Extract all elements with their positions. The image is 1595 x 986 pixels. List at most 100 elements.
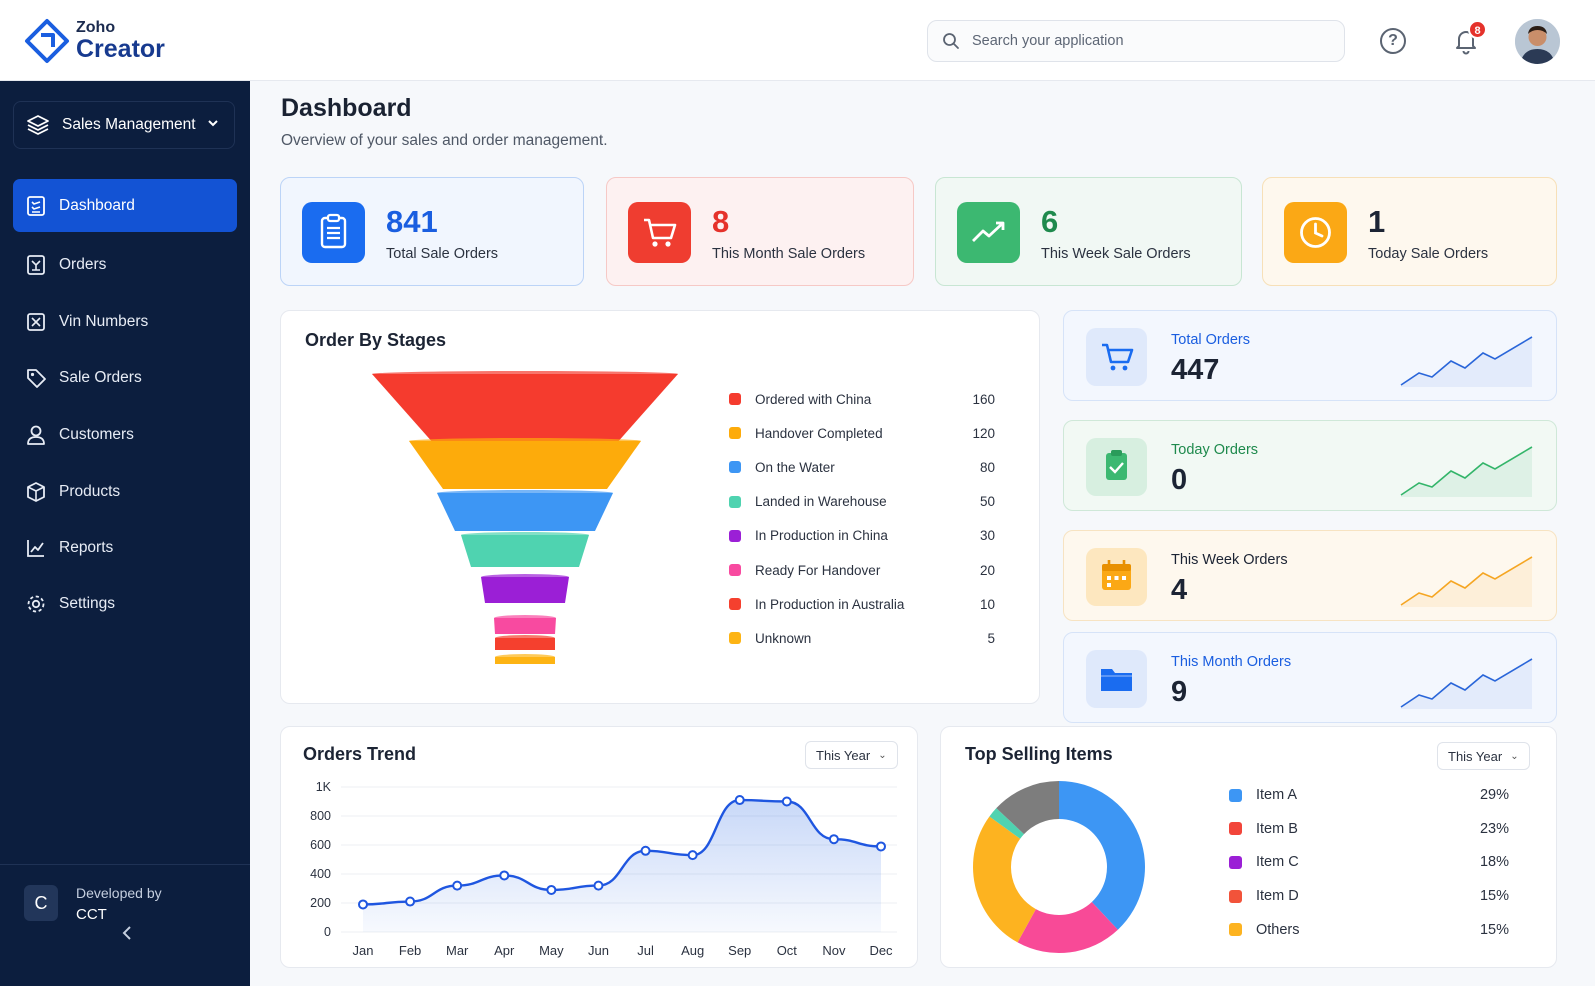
legend-item: Handover Completed 120 bbox=[729, 423, 995, 443]
trend-point[interactable] bbox=[687, 850, 698, 861]
funnel-stage[interactable] bbox=[494, 618, 556, 634]
legend-label: Item B bbox=[1256, 820, 1298, 837]
donut-slice[interactable] bbox=[989, 808, 1025, 839]
funnel-stage[interactable] bbox=[409, 441, 641, 489]
mini-card-today-orders[interactable]: Today Orders 0 bbox=[1063, 420, 1557, 511]
top-selling-period-dropdown[interactable]: This Year ⌄ bbox=[1437, 742, 1530, 770]
trend-up-icon bbox=[957, 202, 1020, 263]
sidebar-item-dashboard[interactable]: Dashboard bbox=[13, 179, 237, 232]
mini-card-label: Today Orders bbox=[1171, 442, 1259, 458]
funnel-stage-rim bbox=[495, 654, 555, 660]
y-tick-label: 400 bbox=[310, 867, 331, 881]
stat-card-today-sale-orders[interactable]: 1 Today Sale Orders bbox=[1262, 177, 1557, 286]
search-bar bbox=[927, 20, 1345, 62]
collapse-sidebar-button[interactable] bbox=[120, 924, 134, 948]
stat-card-this-week-sale-orders[interactable]: 6 This Week Sale Orders bbox=[935, 177, 1242, 286]
mini-card-label: Total Orders bbox=[1171, 332, 1250, 348]
clock-icon bbox=[1284, 202, 1347, 263]
trend-point[interactable] bbox=[499, 870, 510, 881]
developer-caption: Developed by bbox=[76, 885, 162, 901]
clipboard-check-icon bbox=[1086, 438, 1147, 496]
mini-card-this-week-orders[interactable]: This Week Orders 4 bbox=[1063, 530, 1557, 621]
sidebar: Sales Management Dashboard Orders Vin Nu… bbox=[0, 81, 250, 986]
donut-slice[interactable] bbox=[1059, 781, 1145, 930]
legend-swatch bbox=[1229, 788, 1242, 802]
x-tick-label: Dec bbox=[869, 943, 893, 958]
funnel-stage-rim bbox=[495, 635, 555, 641]
funnel-stage[interactable] bbox=[495, 638, 555, 650]
brand-logo[interactable]: Zoho Creator bbox=[24, 18, 165, 64]
legend-label: On the Water bbox=[755, 459, 835, 475]
order-by-stages-card: Order By Stages Ordered with China 160 Han… bbox=[280, 310, 1040, 704]
sidebar-item-products[interactable]: Products bbox=[13, 465, 237, 518]
tag-icon bbox=[27, 368, 46, 388]
page-subtitle: Overview of your sales and order managem… bbox=[281, 132, 608, 149]
mini-card-value: 9 bbox=[1171, 676, 1188, 708]
orders-trend-chart: 0 200 400 600 800 1K Jan Feb Mar Apr May Jun Jul Aug S… bbox=[310, 780, 897, 958]
legend-label: Item A bbox=[1256, 787, 1298, 803]
avatar[interactable] bbox=[1515, 19, 1560, 64]
reports-icon bbox=[27, 539, 44, 557]
funnel-stage[interactable] bbox=[481, 577, 569, 603]
legend-value: 160 bbox=[972, 391, 995, 407]
donut-slice[interactable] bbox=[1017, 901, 1118, 953]
stat-value: 841 bbox=[386, 204, 438, 239]
funnel-stage[interactable] bbox=[372, 374, 678, 444]
legend-swatch bbox=[1229, 923, 1242, 937]
legend-item: Ordered with China 160 bbox=[729, 389, 995, 409]
chevron-down-icon: ⌄ bbox=[878, 749, 887, 761]
trend-point[interactable] bbox=[593, 880, 604, 891]
help-icon[interactable]: ? bbox=[1380, 28, 1406, 54]
legend-label: In Production in Australia bbox=[755, 596, 905, 612]
trend-point[interactable] bbox=[734, 795, 745, 806]
stat-card-this-month-sale-orders[interactable]: 8 This Month Sale Orders bbox=[606, 177, 914, 286]
sidebar-item-orders[interactable]: Orders bbox=[13, 238, 237, 291]
mini-card-label: This Week Orders bbox=[1171, 552, 1288, 568]
trend-area bbox=[363, 800, 881, 932]
trend-point[interactable] bbox=[358, 899, 368, 910]
mini-card-value: 447 bbox=[1171, 354, 1220, 386]
cart-icon bbox=[1086, 328, 1147, 386]
trend-point[interactable] bbox=[405, 896, 416, 907]
x-tick-label: Jun bbox=[588, 943, 609, 958]
search-input[interactable] bbox=[972, 33, 1332, 49]
legend-swatch bbox=[729, 632, 741, 645]
developer-avatar: C bbox=[24, 885, 58, 921]
sidebar-item-settings[interactable]: Settings bbox=[13, 577, 237, 630]
legend-swatch bbox=[729, 495, 741, 508]
trend-point[interactable] bbox=[781, 796, 792, 807]
trend-point[interactable] bbox=[876, 841, 886, 852]
stat-label: Total Sale Orders bbox=[386, 246, 499, 262]
legend-value: 23% bbox=[1479, 820, 1509, 837]
sidebar-item-reports[interactable]: Reports bbox=[13, 521, 237, 574]
donut-slice[interactable] bbox=[996, 781, 1059, 835]
app-switcher[interactable]: Sales Management bbox=[13, 101, 235, 149]
x-tick-label: Mar bbox=[446, 943, 469, 958]
trend-point[interactable] bbox=[452, 880, 463, 891]
trend-point[interactable] bbox=[546, 884, 557, 895]
donut-slice[interactable] bbox=[973, 816, 1036, 943]
mini-card-total-orders[interactable]: Total Orders 447 bbox=[1063, 310, 1557, 401]
funnel-stage[interactable] bbox=[437, 493, 613, 531]
sidebar-item-label: Orders bbox=[59, 255, 107, 273]
stat-card-total-sale-orders[interactable]: 841 Total Sale Orders bbox=[280, 177, 584, 286]
y-tick-label: 600 bbox=[310, 838, 331, 852]
legend-swatch bbox=[1229, 889, 1242, 903]
legend-label: Unknown bbox=[755, 630, 812, 646]
legend-value: 10 bbox=[979, 596, 995, 612]
sidebar-item-label: Settings bbox=[59, 594, 116, 612]
funnel-stage[interactable] bbox=[461, 535, 589, 567]
stat-label: This Month Sale Orders bbox=[712, 246, 866, 262]
legend-value: 5 bbox=[987, 630, 995, 646]
trend-point[interactable] bbox=[640, 845, 651, 856]
sidebar-item-sale-orders[interactable]: Sale Orders bbox=[13, 351, 237, 404]
sidebar-item-customers[interactable]: Customers bbox=[13, 408, 237, 461]
mini-card-this-month-orders[interactable]: This Month Orders 9 bbox=[1063, 632, 1557, 723]
legend-item: Item D 15% bbox=[1229, 886, 1509, 906]
legend-item: In Production in China 30 bbox=[729, 526, 995, 546]
sidebar-item-vin-numbers[interactable]: Vin Numbers bbox=[13, 295, 237, 348]
trend-point[interactable] bbox=[828, 834, 839, 845]
legend-label: Handover Completed bbox=[755, 425, 883, 441]
legend-swatch bbox=[1229, 822, 1242, 836]
trend-period-dropdown[interactable]: This Year ⌄ bbox=[805, 741, 898, 769]
